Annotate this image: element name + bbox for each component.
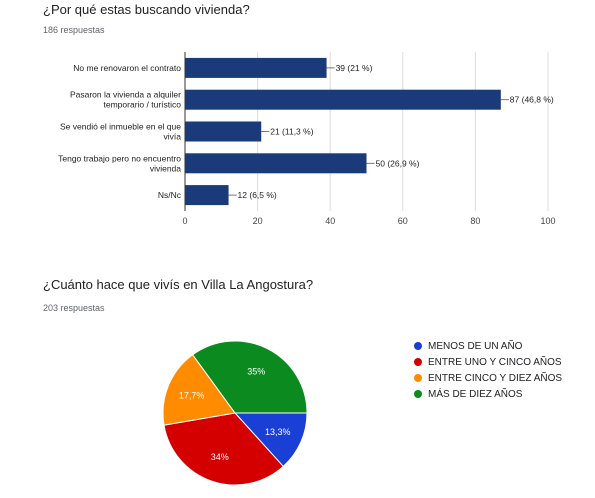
legend-item: MENOS DE UN AÑO — [414, 338, 562, 354]
legend-item: ENTRE UNO Y CINCO AÑOS — [414, 354, 562, 370]
pie-slice-label: 35% — [247, 366, 265, 376]
data-label: 12 (6,5 %) — [238, 190, 277, 200]
category-label: No me renovaron el contrato — [73, 63, 181, 73]
data-label: 50 (26,9 %) — [376, 158, 420, 168]
question-2-title: ¿Cuánto hace que vivís en Villa La Angos… — [43, 277, 314, 292]
legend-item: ENTRE CINCO Y DIEZ AÑOS — [414, 370, 562, 386]
data-label: 87 (46,8 %) — [510, 95, 554, 105]
pie-slice-label: 34% — [211, 452, 229, 462]
legend-swatch — [414, 342, 422, 350]
question-1-title: ¿Por qué estas buscando vivienda? — [43, 2, 250, 17]
category-label: Se vendió el inmueble en el que vivía — [60, 122, 181, 142]
data-label: 39 (21 %) — [336, 63, 373, 73]
legend-label: ENTRE UNO Y CINCO AÑOS — [428, 356, 562, 368]
question-1-response-count: 186 respuestas — [43, 25, 105, 35]
category-label: Ns/Nc — [158, 190, 182, 200]
x-tick-label: 40 — [325, 216, 335, 226]
bar — [185, 185, 229, 206]
pie-legend: MENOS DE UN AÑO ENTRE UNO Y CINCO AÑOS ENT… — [414, 338, 562, 402]
category-label: Pasaron la vivienda a alquiler temporario… — [70, 90, 181, 110]
pie-slice — [233, 412, 308, 468]
legend-swatch — [414, 374, 422, 382]
pie-slice — [163, 412, 284, 486]
bar — [185, 57, 327, 78]
question-2-response-count: 203 respuestas — [43, 303, 105, 313]
pie-slice-label: 13,3% — [265, 427, 291, 437]
x-tick-label: 0 — [182, 216, 187, 226]
x-tick-label: 80 — [470, 216, 480, 226]
data-label: 21 (11,3 %) — [270, 127, 313, 137]
x-tick-label: 60 — [398, 216, 408, 226]
legend-item: MÁS DE DIEZ AÑOS — [414, 386, 562, 402]
bar — [185, 153, 367, 174]
legend-label: MENOS DE UN AÑO — [428, 340, 523, 352]
legend-label: MÁS DE DIEZ AÑOS — [428, 388, 523, 400]
pie-slice — [162, 354, 236, 426]
legend-label: ENTRE CINCO Y DIEZ AÑOS — [428, 372, 563, 384]
legend-swatch — [414, 390, 422, 398]
x-tick-label: 100 — [540, 216, 555, 226]
category-label: Tengo trabajo pero no encuentro vivienda — [58, 153, 181, 173]
pie-slice-label: 17,7% — [179, 390, 205, 400]
bar — [185, 89, 501, 110]
bar — [185, 121, 262, 142]
x-tick-label: 20 — [253, 216, 263, 226]
legend-swatch — [414, 358, 422, 366]
pie-slice — [191, 340, 308, 414]
